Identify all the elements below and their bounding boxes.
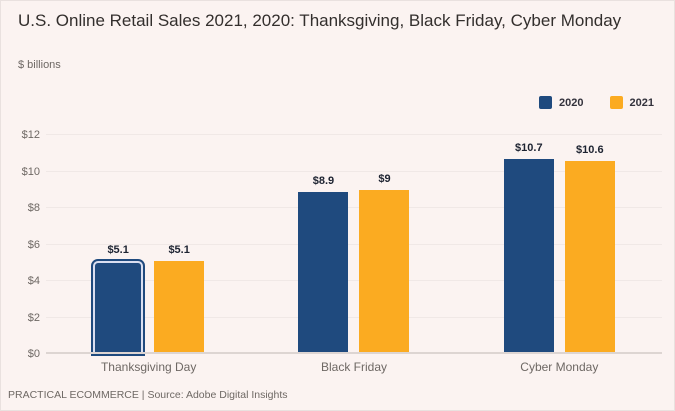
- bar-value-label: $8.9: [312, 174, 335, 187]
- y-tick-label: $0: [27, 348, 40, 360]
- bar-slot: $9: [359, 135, 410, 354]
- y-tick-label: $4: [27, 275, 40, 288]
- bar-2020-black-friday[interactable]: [298, 191, 349, 354]
- bar-slot: $10.7: [503, 135, 554, 354]
- gridline: [46, 134, 662, 135]
- bar-pair: $10.7 $10.6: [503, 135, 615, 354]
- y-tick-label: $8: [27, 202, 40, 215]
- bar-value-label: $9: [378, 172, 391, 185]
- bar-2020-cyber-monday[interactable]: [503, 158, 554, 354]
- y-tick-label: $12: [21, 129, 40, 141]
- bar-value-label: $10.6: [576, 143, 604, 156]
- bar-value-label: $5.1: [107, 243, 129, 256]
- legend: 2020 2021: [539, 96, 654, 109]
- bar-2021-thanksgiving-day[interactable]: [154, 260, 205, 354]
- x-axis-label-black-friday: Black Friday: [320, 360, 387, 374]
- bar-slot: $10.6: [564, 135, 615, 354]
- legend-swatch-icon: [609, 96, 623, 109]
- x-axis-labels: Thanksgiving Day Black Friday Cyber Monday: [46, 360, 662, 374]
- bar-2021-black-friday[interactable]: [359, 189, 410, 354]
- bar-group-thanksgiving-day: $5.1 $5.1: [46, 135, 251, 357]
- legend-swatch-icon: [539, 96, 553, 109]
- legend-item-2021[interactable]: 2021: [609, 96, 654, 109]
- y-tick-label: $6: [27, 238, 40, 251]
- bar-pair: $5.1 $5.1: [91, 135, 205, 357]
- gridline: [46, 316, 662, 318]
- y-tick-label: $2: [27, 311, 40, 324]
- bar-slot: $8.9: [298, 135, 349, 354]
- bar-value-label: $5.1: [168, 243, 190, 256]
- bar-slot: $5.1: [154, 135, 205, 354]
- y-tick-label: $10: [21, 165, 40, 178]
- bar-group-cyber-monday: $10.7 $10.6: [457, 135, 662, 354]
- legend-label: 2021: [629, 96, 654, 109]
- chart-subtitle: $ billions: [18, 59, 61, 71]
- gridline: [46, 352, 662, 354]
- bar-pair: $8.9 $9: [298, 135, 410, 354]
- bar-slot: $5.1: [91, 135, 146, 357]
- bar-2021-cyber-monday[interactable]: [564, 160, 615, 354]
- gridline: [46, 207, 662, 209]
- source-attribution: PRACTICAL ECOMMERCE | Source: Adobe Digi…: [8, 389, 288, 401]
- bar-group-black-friday: $8.9 $9: [251, 135, 456, 354]
- y-axis: $0 $2 $4 $6 $8 $10 $12: [1, 129, 40, 360]
- bar-2020-thanksgiving-day[interactable]: [91, 258, 146, 357]
- legend-label: 2020: [559, 96, 584, 109]
- x-axis-label-cyber-monday: Cyber Monday: [520, 360, 599, 374]
- gridline: [46, 170, 662, 172]
- x-axis-label-thanksgiving-day: Thanksgiving Day: [100, 360, 197, 374]
- bar-value-label: $10.7: [515, 141, 543, 154]
- gridline: [46, 280, 662, 282]
- gridline: [46, 243, 662, 245]
- bar-groups: $5.1 $5.1 $8.9 $9 $10.7 $10.6: [46, 135, 662, 357]
- chart-title: U.S. Online Retail Sales 2021, 2020: Tha…: [18, 11, 622, 30]
- legend-item-2020[interactable]: 2020: [539, 96, 584, 109]
- plot-area: $5.1 $5.1 $8.9 $9 $10.7 $10.6: [46, 134, 662, 357]
